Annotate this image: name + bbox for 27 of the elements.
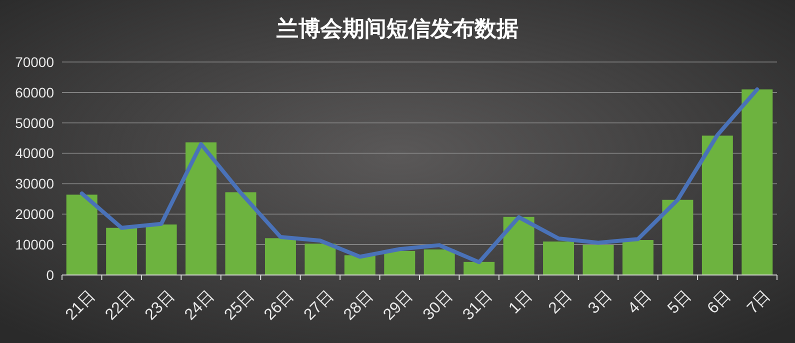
- x-tick-label: 22日: [102, 288, 138, 324]
- x-tick-label: 26日: [261, 288, 298, 324]
- x-tick-label: 2日: [546, 288, 576, 318]
- x-tick-label: 21日: [62, 288, 99, 324]
- y-tick-label: 10000: [15, 236, 54, 252]
- chart-title: 兰博会期间短信发布数据: [276, 16, 518, 41]
- x-tick-label: 27日: [301, 288, 337, 324]
- x-tick-label: 24日: [182, 288, 218, 324]
- x-tick-label: 31日: [460, 288, 496, 324]
- y-tick-label: 40000: [15, 145, 54, 162]
- y-tick-label: 70000: [15, 54, 54, 70]
- x-tick-label: 6日: [704, 288, 734, 318]
- y-tick-label: 50000: [15, 114, 54, 131]
- y-tick-label: 30000: [15, 176, 54, 192]
- x-tick-label: 1日: [506, 288, 536, 318]
- x-tick-label: 28日: [340, 288, 377, 324]
- x-tick-label: 23日: [142, 288, 178, 324]
- x-tick-label: 30日: [420, 288, 456, 324]
- x-tick-label: 5日: [664, 288, 694, 318]
- x-tick-label: 29日: [380, 288, 416, 324]
- x-tick-label: 7日: [744, 288, 774, 318]
- y-tick-label: 20000: [15, 206, 54, 222]
- y-tick-label: 60000: [15, 84, 54, 100]
- x-tick-label: 4日: [625, 288, 655, 318]
- y-tick-label: 0: [46, 266, 54, 283]
- x-tick-label: 25日: [222, 288, 258, 324]
- x-tick-label: 3日: [585, 288, 615, 318]
